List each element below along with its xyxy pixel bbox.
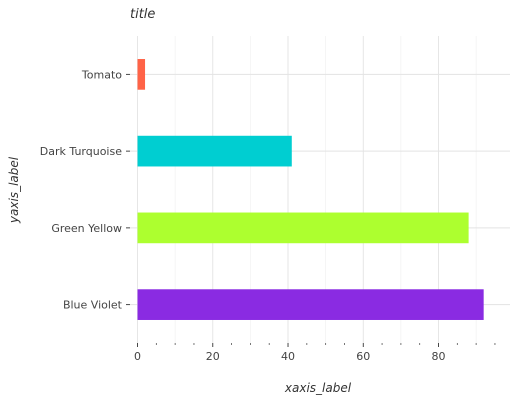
bar-tomato	[138, 59, 146, 90]
y-tick-label: Blue Violet	[63, 299, 123, 312]
y-tick-label: Dark Turquoise	[40, 145, 122, 158]
x-tick-label: 40	[281, 350, 295, 363]
x-tick-label: 0	[134, 350, 141, 363]
x-tick-label: 80	[432, 350, 446, 363]
bar-green-yellow	[138, 213, 469, 244]
x-tick-label: 60	[356, 350, 370, 363]
bar-dark-turquoise	[138, 136, 292, 167]
x-tick-label: 20	[206, 350, 220, 363]
x-axis-label: xaxis_label	[284, 381, 352, 395]
chart-title: title	[130, 7, 155, 22]
y-axis-label: yaxis_label	[7, 156, 21, 224]
bar-blue-violet	[138, 289, 484, 320]
plot-area: Blue Violet Green Yellow Dark Turquoise Tom…	[40, 36, 510, 363]
y-tick-label: Tomato	[81, 68, 122, 81]
y-tick-label: Green Yellow	[51, 222, 122, 235]
